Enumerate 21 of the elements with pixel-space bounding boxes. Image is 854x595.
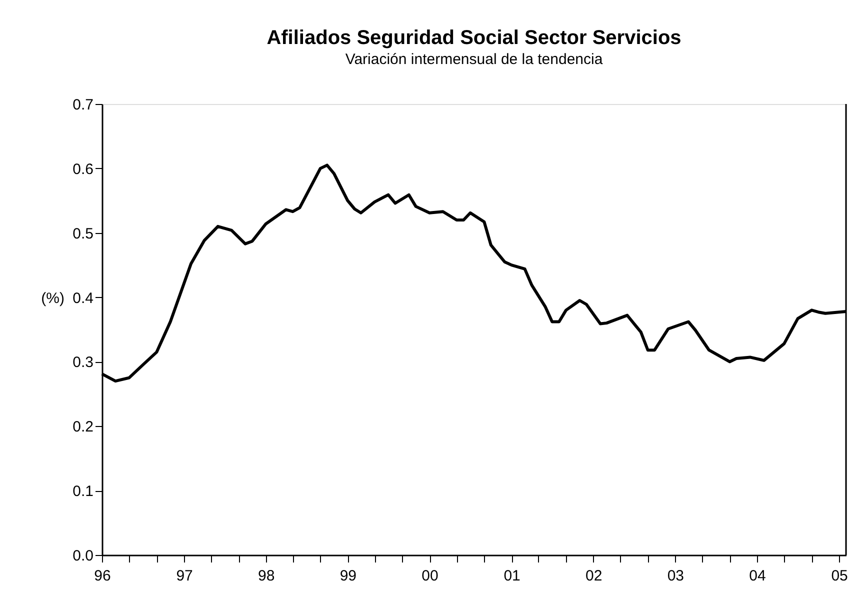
x-tick-label: 00 bbox=[422, 568, 438, 584]
y-tick-label: 0.6 bbox=[72, 160, 94, 178]
x-tick-label: 04 bbox=[749, 568, 766, 584]
y-tick-label: 0.7 bbox=[72, 96, 94, 114]
y-tick-label: 0.3 bbox=[72, 354, 94, 372]
y-tick-label: 0.5 bbox=[72, 225, 94, 242]
x-tick-label: 03 bbox=[667, 568, 684, 584]
x-tick-label: 05 bbox=[831, 568, 848, 584]
chart-subtitle: Variación intermensual de la tendencia bbox=[345, 51, 604, 68]
y-axis-title: (%) bbox=[41, 290, 65, 307]
x-tick-label: 97 bbox=[176, 568, 193, 584]
x-tick-label: 96 bbox=[94, 568, 111, 584]
x-tick-label: 99 bbox=[340, 568, 357, 584]
y-tick-label: 0.1 bbox=[72, 483, 94, 500]
chart-title: Afiliados Seguridad Social Sector Servicios bbox=[266, 27, 682, 49]
y-tick-label: 0.0 bbox=[72, 548, 94, 564]
x-tick-label: 01 bbox=[504, 568, 520, 584]
y-tick-label: 0.2 bbox=[72, 418, 94, 436]
x-tick-label: 02 bbox=[586, 568, 602, 584]
x-tick-label: 98 bbox=[258, 568, 275, 584]
y-tick-label: 0.4 bbox=[72, 290, 94, 307]
